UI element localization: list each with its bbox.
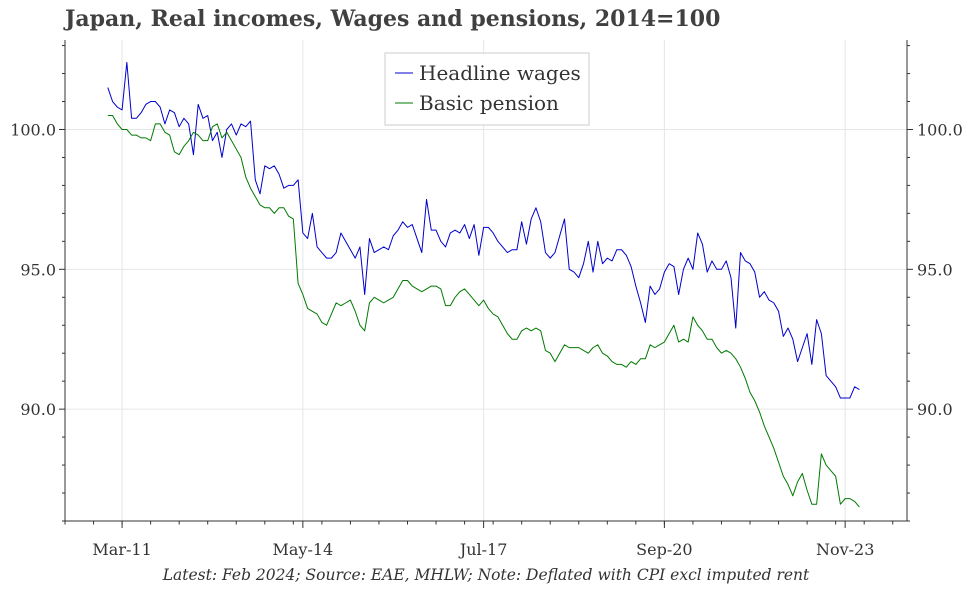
series-line-headline-wages [107, 61, 860, 399]
y-tick-label-left: 90.0 [20, 400, 56, 419]
chart-title: Japan, Real incomes, Wages and pensions,… [65, 6, 721, 32]
legend: Headline wages Basic pension [384, 52, 590, 126]
legend-box [384, 52, 590, 126]
y-tick-label-right: 100.0 [917, 120, 963, 139]
x-tick-label: Jul-17 [458, 540, 508, 559]
y-tick-label-left: 95.0 [20, 260, 56, 279]
x-tick-label: May-14 [272, 540, 333, 559]
x-tick-label: Nov-23 [816, 540, 874, 559]
legend-label-headline-wages: Headline wages [419, 61, 581, 85]
y-tick-label-right: 95.0 [917, 260, 953, 279]
axes: 90.0 90.0 95.0 95.0 100.0 100.0 Mar-11 May-14 Ju… [10, 40, 963, 559]
series-lines [107, 61, 860, 508]
x-tick-label: Sep-20 [636, 540, 692, 559]
legend-label-basic-pension: Basic pension [419, 91, 559, 115]
y-tick-label-right: 90.0 [917, 400, 953, 419]
y-tick-label-left: 100.0 [10, 120, 56, 139]
grid-lines [65, 40, 907, 521]
series-line-basic-pension [107, 115, 860, 508]
footnote: Latest: Feb 2024; Source: EAE, MHLW; Not… [162, 566, 810, 584]
x-tick-label: Mar-11 [92, 540, 151, 559]
